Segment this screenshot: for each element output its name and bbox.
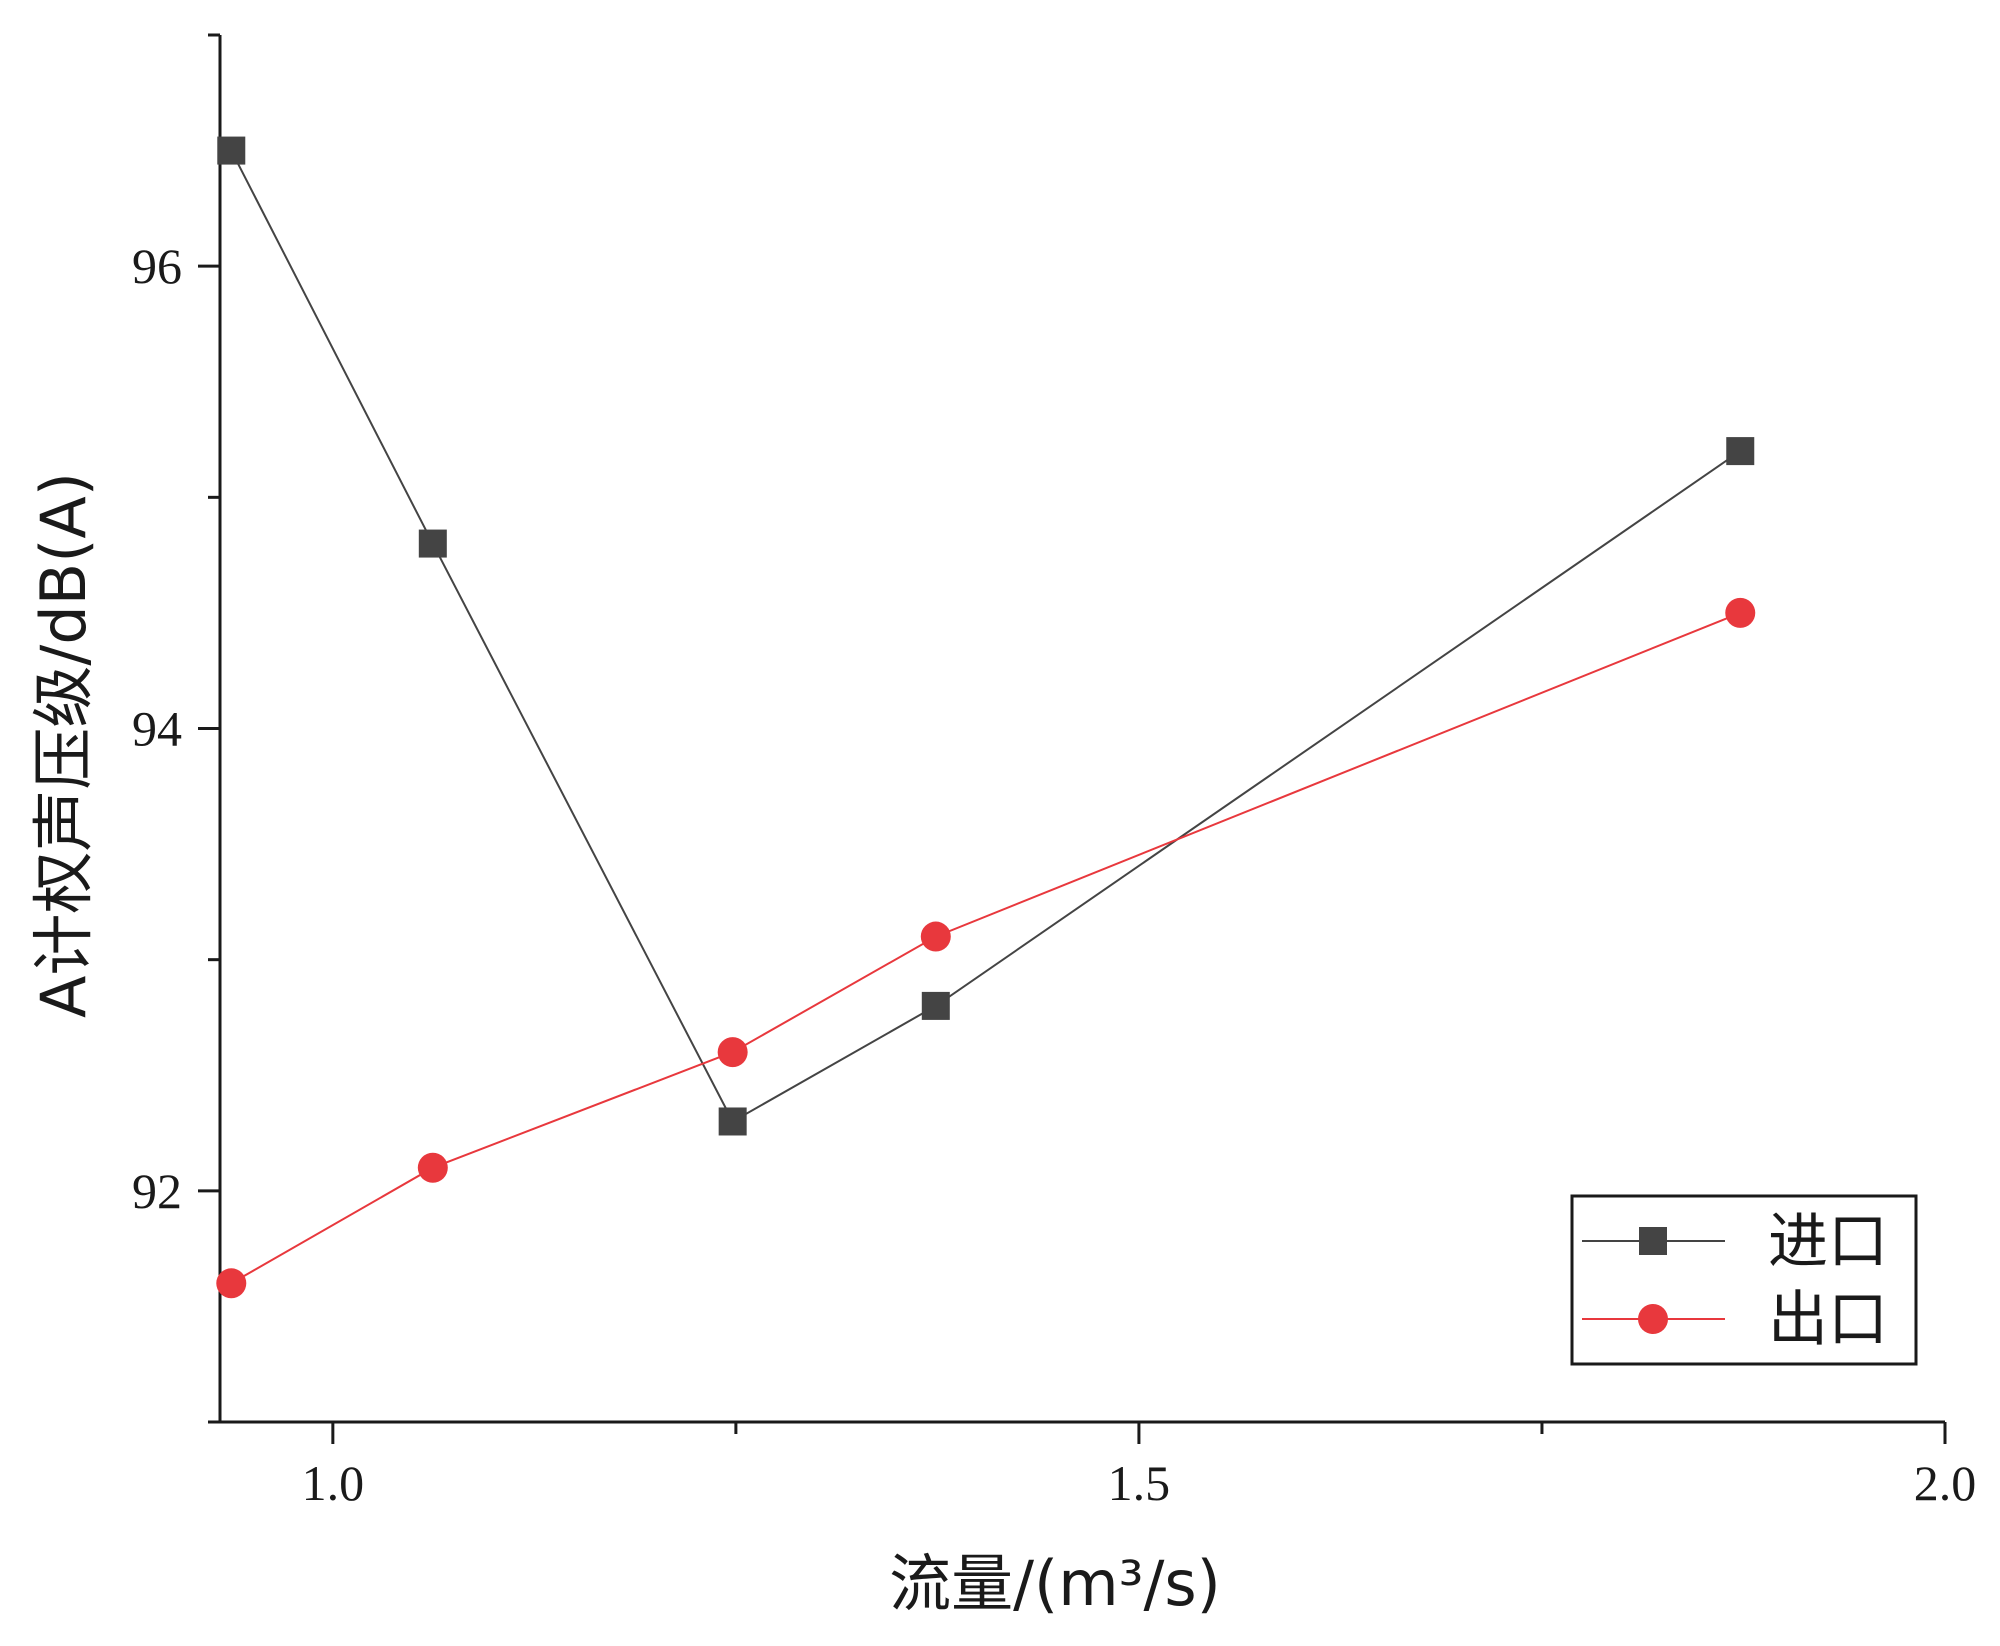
data-point-2 — [417, 1152, 448, 1183]
legend-label-2: 出口 — [1768, 1285, 1888, 1355]
data-point-2 — [920, 921, 951, 952]
data-point-2 — [717, 1037, 748, 1068]
data-point-1 — [418, 529, 447, 558]
legend-box — [1570, 1194, 1918, 1366]
data-point-1 — [217, 136, 246, 165]
legend-marker-1 — [1639, 1227, 1667, 1255]
legend-marker-2 — [1638, 1304, 1668, 1334]
x-axis-title: 流量/(m³/s) — [889, 1547, 1221, 1620]
data-point-2 — [1725, 597, 1756, 628]
series-markers — [216, 136, 1756, 1299]
x-tick-label: 2.0 — [1914, 1455, 1977, 1511]
x-tick-label: 1.5 — [1108, 1455, 1171, 1511]
y-tick-label: 94 — [132, 701, 182, 757]
y-axis-title: A计权声压级/dB(A) — [27, 472, 100, 1018]
data-point-1 — [718, 1107, 747, 1136]
series-line-2 — [230, 611, 1741, 1285]
data-point-1 — [921, 991, 950, 1020]
data-point-1 — [1726, 437, 1755, 466]
y-tick-label: 96 — [132, 238, 182, 294]
data-point-2 — [216, 1268, 247, 1299]
series-lines — [230, 150, 1741, 1285]
legend-label-1: 进口 — [1768, 1207, 1888, 1277]
axes: 92 94 96 1.0 1.5 2.0 — [132, 33, 1977, 1511]
y-tick-label: 92 — [132, 1163, 182, 1219]
x-tick-label: 1.0 — [302, 1455, 365, 1511]
series-line-1 — [230, 150, 1741, 1123]
